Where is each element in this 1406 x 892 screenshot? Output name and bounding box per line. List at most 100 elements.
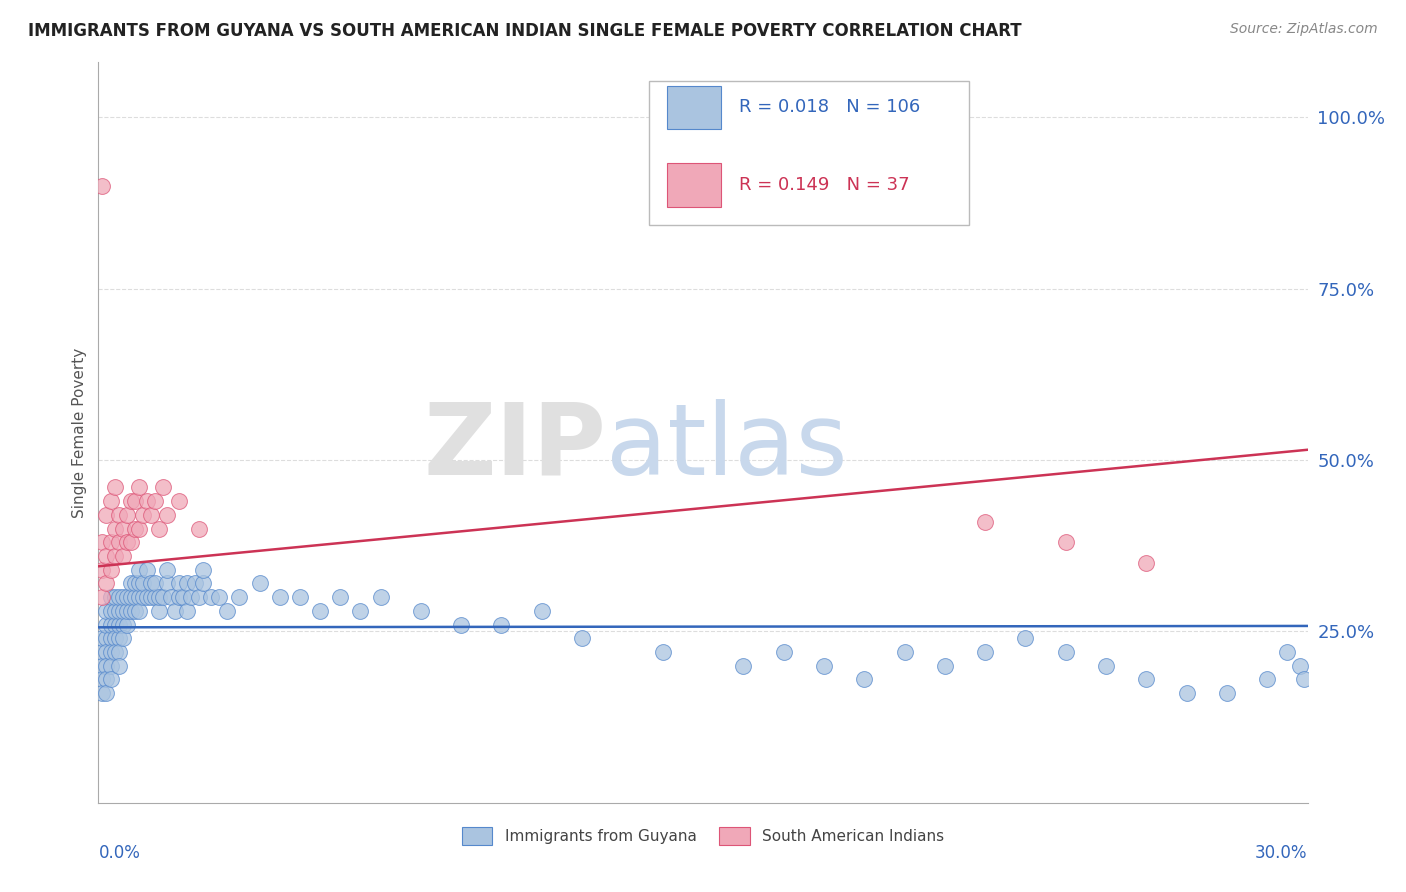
Point	[111, 549, 134, 563]
Point	[139, 590, 162, 604]
Point	[91, 658, 114, 673]
Point	[160, 590, 183, 604]
Point	[217, 604, 239, 618]
Point	[91, 590, 114, 604]
Point	[128, 590, 150, 604]
Point	[193, 576, 215, 591]
Text: R = 0.149   N = 37: R = 0.149 N = 37	[740, 176, 910, 194]
Bar	[666, 86, 721, 129]
Point	[370, 590, 392, 604]
FancyBboxPatch shape	[648, 81, 969, 226]
Point	[103, 480, 125, 494]
Point	[91, 178, 114, 193]
Text: atlas: atlas	[606, 399, 848, 496]
Point	[107, 617, 129, 632]
Point	[167, 590, 190, 604]
Point	[91, 535, 114, 549]
Point	[115, 535, 138, 549]
Point	[100, 604, 122, 618]
Point	[651, 645, 673, 659]
Point	[200, 590, 222, 604]
Point	[1288, 658, 1310, 673]
Point	[974, 515, 997, 529]
Point	[120, 535, 142, 549]
Point	[450, 617, 472, 632]
Point	[491, 617, 513, 632]
Point	[135, 563, 157, 577]
Point	[813, 658, 835, 673]
Point	[100, 673, 122, 687]
Point	[96, 658, 118, 673]
Point	[124, 576, 146, 591]
Point	[143, 494, 166, 508]
Point	[139, 576, 162, 591]
Point	[100, 632, 122, 646]
Point	[100, 590, 122, 604]
Point	[571, 632, 593, 646]
Point	[309, 604, 332, 618]
Point	[208, 590, 231, 604]
Point	[135, 494, 157, 508]
Point	[100, 617, 122, 632]
Point	[107, 632, 129, 646]
Point	[1095, 658, 1118, 673]
Point	[111, 632, 134, 646]
Point	[128, 522, 150, 536]
Point	[111, 522, 134, 536]
Legend: Immigrants from Guyana, South American Indians: Immigrants from Guyana, South American I…	[456, 821, 950, 851]
Point	[1135, 556, 1157, 570]
Point	[111, 590, 134, 604]
Point	[111, 604, 134, 618]
Point	[188, 522, 211, 536]
Point	[733, 658, 755, 673]
Point	[132, 508, 155, 522]
Point	[772, 645, 794, 659]
Point	[103, 617, 125, 632]
Point	[96, 645, 118, 659]
Point	[1054, 645, 1077, 659]
Point	[152, 480, 174, 494]
Point	[184, 576, 207, 591]
Point	[91, 686, 114, 700]
Text: ZIP: ZIP	[423, 399, 606, 496]
Point	[156, 576, 179, 591]
Point	[128, 563, 150, 577]
Point	[103, 645, 125, 659]
Point	[115, 617, 138, 632]
Point	[409, 604, 432, 618]
Point	[115, 604, 138, 618]
Point	[100, 658, 122, 673]
Point	[103, 590, 125, 604]
Point	[111, 617, 134, 632]
Point	[128, 480, 150, 494]
Point	[120, 604, 142, 618]
Point	[148, 522, 170, 536]
Point	[1135, 673, 1157, 687]
Y-axis label: Single Female Poverty: Single Female Poverty	[72, 348, 87, 517]
Point	[269, 590, 291, 604]
Point	[100, 535, 122, 549]
Point	[176, 604, 198, 618]
Point	[96, 632, 118, 646]
Point	[91, 632, 114, 646]
Point	[853, 673, 876, 687]
Point	[124, 522, 146, 536]
Point	[96, 686, 118, 700]
Point	[96, 549, 118, 563]
Point	[530, 604, 553, 618]
Point	[249, 576, 271, 591]
Point	[180, 590, 202, 604]
Point	[107, 590, 129, 604]
Point	[103, 549, 125, 563]
Point	[1014, 632, 1036, 646]
Point	[139, 508, 162, 522]
Text: IMMIGRANTS FROM GUYANA VS SOUTH AMERICAN INDIAN SINGLE FEMALE POVERTY CORRELATIO: IMMIGRANTS FROM GUYANA VS SOUTH AMERICAN…	[28, 22, 1022, 40]
Point	[115, 508, 138, 522]
Point	[100, 563, 122, 577]
Point	[176, 576, 198, 591]
Point	[167, 576, 190, 591]
Text: R = 0.018   N = 106: R = 0.018 N = 106	[740, 98, 921, 117]
Point	[893, 645, 915, 659]
Text: 30.0%: 30.0%	[1256, 844, 1308, 862]
Point	[103, 604, 125, 618]
